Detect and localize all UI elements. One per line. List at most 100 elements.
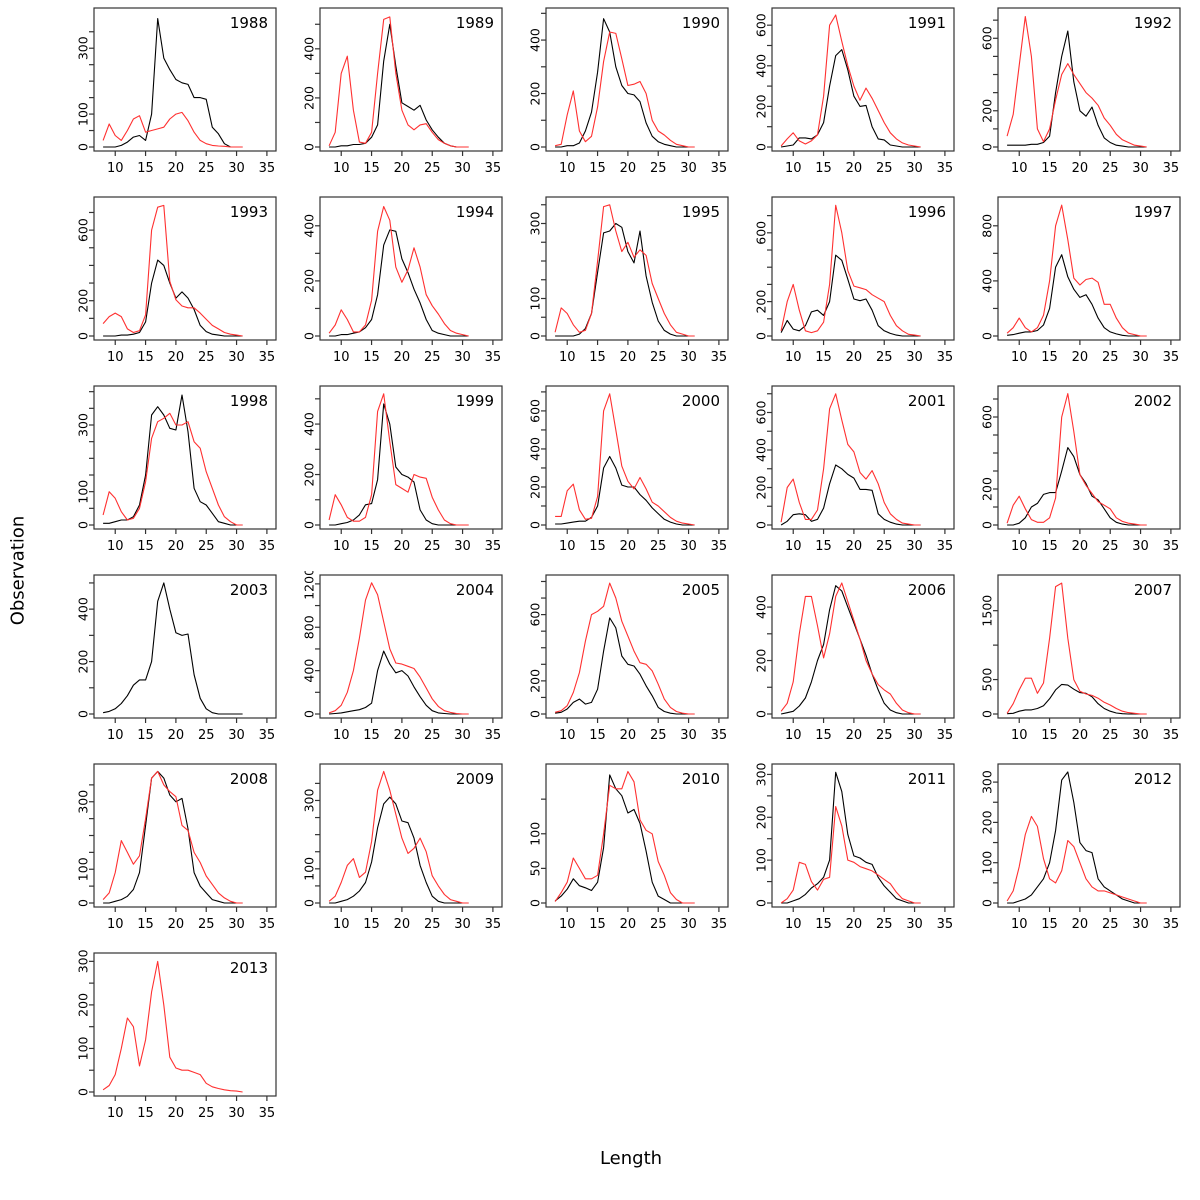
panel-year-label: 2000 <box>682 392 720 410</box>
subplot-svg-1994: 0 200 400 10 15 20 25 30 35 1994 <box>302 196 503 365</box>
x-tick-label: 25 <box>198 728 215 743</box>
x-tick-label: 35 <box>485 539 502 554</box>
x-tick-label: 15 <box>363 539 380 554</box>
subplot-svg-2011: 0 100 200 300 10 15 20 25 30 35 2011 <box>754 762 955 932</box>
y-tick-label: 400 <box>302 214 317 238</box>
y-tick-label: 300 <box>76 413 91 437</box>
y-tick-label: 200 <box>980 477 995 501</box>
subplot-svg-2007: 0 500 1500 10 15 20 25 30 35 2007 <box>980 574 1181 743</box>
x-tick-label: 30 <box>1132 161 1149 176</box>
y-tick-label: 0 <box>980 899 995 907</box>
black-series-line <box>1007 683 1147 715</box>
x-tick-label: 30 <box>228 161 245 176</box>
y-tick-label: 0 <box>754 143 769 151</box>
panel-year-label: 1998 <box>230 392 268 410</box>
x-tick-label: 30 <box>228 1106 245 1121</box>
x-tick-label: 10 <box>559 728 576 743</box>
panel-year-label: 2009 <box>456 770 494 788</box>
black-series-line <box>329 229 469 337</box>
y-tick-label: 0 <box>754 332 769 340</box>
x-tick-label: 30 <box>680 350 697 365</box>
plot-frame <box>93 7 277 152</box>
subplot-svg-1992: 0 200 600 10 15 20 25 30 35 1992 <box>980 7 1181 176</box>
y-tick-label: 300 <box>76 790 91 814</box>
red-series-line <box>1006 15 1147 148</box>
subplot-2006: 0 200 400 10 15 20 25 30 35 2006 <box>744 571 970 760</box>
subplot-1993: 0 200 600 10 15 20 25 30 35 1993 <box>66 193 292 382</box>
x-tick-label: 20 <box>620 728 637 743</box>
black-series-line <box>780 254 921 337</box>
subplot-2001: 0 200 400 600 10 15 20 25 30 35 2001 <box>744 382 970 571</box>
black-series-line <box>554 774 695 904</box>
x-tick-label: 15 <box>589 917 606 932</box>
red-series-line <box>1006 393 1147 526</box>
black-series-line <box>103 770 243 904</box>
x-tick-label: 35 <box>485 350 502 365</box>
subplot-svg-2013: 0 100 200 300 10 15 20 25 30 35 2013 <box>76 949 277 1121</box>
subplot-1992: 0 200 600 10 15 20 25 30 35 1992 <box>970 4 1196 193</box>
y-tick-label: 300 <box>302 788 317 812</box>
subplot-1988: 0 100 300 10 15 20 25 30 35 1988 <box>66 4 292 193</box>
black-series-line <box>555 455 695 526</box>
x-tick-label: 20 <box>394 728 411 743</box>
y-tick-label: 300 <box>754 762 769 786</box>
red-series-line <box>328 582 469 715</box>
x-tick-label: 15 <box>363 350 380 365</box>
x-axis-title: Length <box>599 1148 663 1169</box>
x-tick-label: 25 <box>876 161 893 176</box>
black-series-line <box>102 582 243 715</box>
red-series-line <box>328 770 469 904</box>
red-series-line <box>1006 815 1147 904</box>
panel-year-label: 2010 <box>682 770 720 788</box>
y-tick-label: 400 <box>302 37 317 61</box>
red-series-line <box>328 393 469 526</box>
subplot-svg-1999: 0 200 400 10 15 20 25 30 35 1999 <box>302 385 503 554</box>
y-tick-label: 600 <box>528 603 543 627</box>
x-tick-label: 30 <box>228 350 245 365</box>
x-tick-label: 10 <box>785 917 802 932</box>
subplot-2010: 0 50 100 10 15 20 25 30 35 2010 <box>518 760 744 949</box>
x-tick-label: 10 <box>107 1106 124 1121</box>
x-tick-label: 30 <box>454 350 471 365</box>
y-tick-label: 200 <box>754 290 769 314</box>
y-tick-label: 200 <box>76 993 91 1017</box>
x-tick-label: 20 <box>1072 539 1089 554</box>
plot-frame <box>319 385 503 530</box>
plot-frame <box>997 763 1181 908</box>
subplot-svg-1995: 0 100 300 10 15 20 25 30 35 1995 <box>528 196 729 365</box>
red-series-line <box>102 204 243 337</box>
plot-frame <box>997 385 1181 530</box>
y-tick-label: 800 <box>980 214 995 238</box>
y-tick-label: 200 <box>302 463 317 487</box>
x-tick-label: 15 <box>1041 917 1058 932</box>
plot-frame <box>319 196 503 341</box>
x-tick-label: 10 <box>785 161 802 176</box>
y-tick-label: 500 <box>980 668 995 692</box>
x-tick-label: 15 <box>137 917 154 932</box>
y-tick-label: 300 <box>76 36 91 60</box>
x-tick-label: 25 <box>650 917 667 932</box>
x-tick-label: 35 <box>937 539 954 554</box>
plot-frame <box>319 763 503 908</box>
x-tick-label: 15 <box>1041 728 1058 743</box>
panel-year-label: 1992 <box>1134 14 1172 32</box>
x-tick-label: 25 <box>650 539 667 554</box>
y-tick-label: 1200 <box>302 571 317 600</box>
black-series-line <box>329 650 469 715</box>
x-tick-label: 15 <box>815 161 832 176</box>
subplot-2009: 0 100 300 10 15 20 25 30 35 2009 <box>292 760 518 949</box>
x-tick-label: 30 <box>454 917 471 932</box>
red-series-line <box>102 960 243 1093</box>
x-tick-label: 30 <box>1132 728 1149 743</box>
panel-year-label: 2005 <box>682 581 720 599</box>
x-tick-label: 35 <box>259 917 276 932</box>
y-tick-label: 100 <box>980 851 995 875</box>
y-tick-label: 0 <box>754 521 769 529</box>
x-tick-label: 35 <box>259 350 276 365</box>
x-tick-label: 30 <box>906 539 923 554</box>
x-tick-label: 30 <box>1132 350 1149 365</box>
x-tick-label: 10 <box>559 917 576 932</box>
y-tick-label: 0 <box>528 710 543 718</box>
x-tick-label: 20 <box>168 161 185 176</box>
y-tick-label: 200 <box>754 476 769 500</box>
